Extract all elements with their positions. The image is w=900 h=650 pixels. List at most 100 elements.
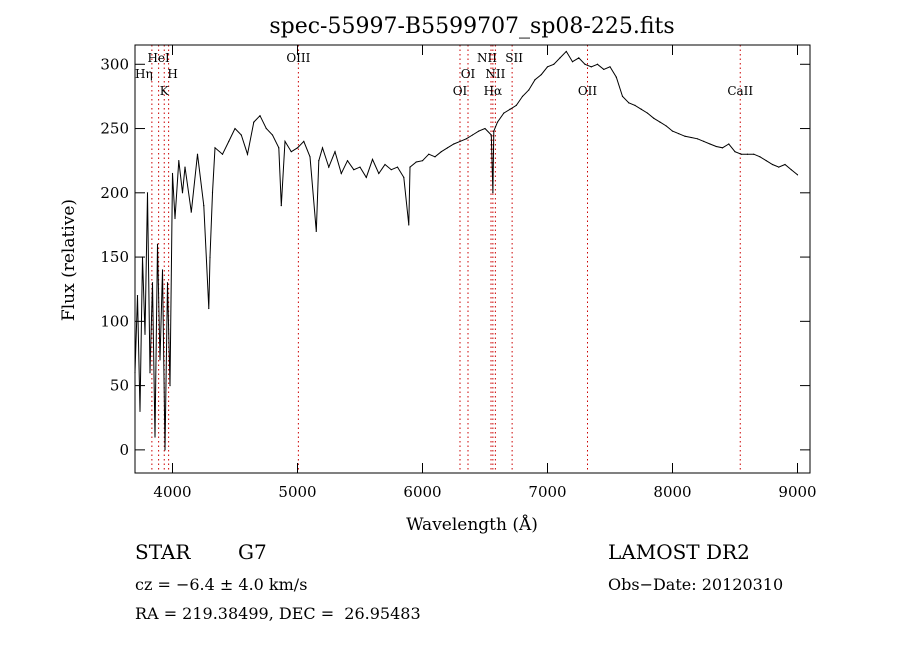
x-tick-label: 9000 [778, 483, 816, 501]
spectrum-point [184, 166, 186, 168]
spectrum-point [234, 127, 236, 130]
spectrum-point [690, 136, 692, 139]
spectrum-point [156, 243, 159, 245]
spectrum-series [134, 50, 799, 451]
spectrum-point [296, 147, 299, 149]
spectrum-point [146, 192, 149, 194]
spectrum-point [440, 151, 442, 153]
spectrum-point [490, 134, 492, 136]
marker-label: OII [578, 84, 598, 98]
spectrum-point [211, 192, 214, 194]
object-class: STAR [135, 540, 191, 564]
spectrum-point [136, 295, 139, 297]
spectrum-point [209, 256, 211, 258]
spectrum-point [728, 143, 730, 145]
y-tick-label: 100 [100, 312, 129, 330]
y-tick-label: 150 [100, 248, 129, 266]
spectrum-point [371, 158, 374, 160]
spectrum-point [421, 160, 424, 162]
x-tick-label: 4000 [153, 483, 191, 501]
spectrum-point [164, 449, 166, 451]
marker-label: H [167, 67, 177, 81]
spectrum-point [151, 282, 154, 284]
spectrum-point [665, 125, 667, 127]
redshift-velocity: cz = −6.4 ± 4.0 km/s [135, 575, 308, 594]
spectrum-point [265, 127, 267, 130]
spectrum-point [169, 385, 171, 387]
spectrum-point [540, 73, 542, 76]
spectrum-point [346, 160, 349, 162]
spectrum-point [740, 153, 742, 155]
marker-label: K [160, 84, 170, 98]
spectrum-point [284, 140, 286, 142]
spectrum-point [715, 145, 717, 148]
spectrum-point [253, 121, 255, 123]
spectrum-point [553, 63, 555, 65]
spectrum-point [203, 205, 205, 207]
spectrum-point [318, 160, 320, 162]
y-tick-label: 0 [119, 441, 129, 459]
spectrum-point [403, 176, 405, 178]
spectrum-point [584, 63, 586, 65]
spectrum-point [166, 282, 169, 284]
spectrum-point [408, 224, 410, 226]
spectrum-point [578, 57, 580, 59]
spectrum-point [496, 121, 499, 123]
marker-label: NII [477, 51, 497, 65]
spectrum-point [181, 192, 184, 194]
spectrum-point [178, 160, 180, 162]
spectrum-point [415, 161, 417, 163]
spectrum-point [159, 359, 161, 361]
spectrum-point [161, 269, 164, 271]
spectrum-point [321, 147, 324, 149]
spectrum-point [353, 169, 355, 171]
spectrum-point [378, 172, 380, 175]
spectrum-point [684, 135, 686, 137]
spectrum-point [509, 108, 511, 110]
spectrum-point [459, 140, 461, 142]
spectrum-point [465, 138, 467, 140]
y-tick-label: 300 [100, 55, 129, 73]
spectrum-point [493, 130, 495, 132]
x-tick-label: 7000 [528, 483, 566, 501]
spectrum-point [503, 112, 505, 114]
spectrum-point [478, 130, 480, 132]
spectrum-point [703, 140, 705, 142]
plot-frame [134, 44, 811, 474]
spectrum-point [521, 95, 524, 98]
spectrum-point [534, 79, 536, 81]
spectrum-point [144, 333, 146, 335]
y-tick-label: 200 [100, 184, 129, 202]
spectrum-point [208, 307, 210, 310]
spectrum-point [590, 66, 592, 68]
y-axis: 0 50 100 150 200 250 300 [100, 55, 810, 459]
spectrum-point [628, 102, 630, 104]
spectrum-point [315, 230, 317, 232]
spectrum-point [214, 147, 216, 149]
spectrum-point [246, 153, 249, 155]
marker-label: NII [485, 67, 505, 81]
spectrum-point [621, 95, 624, 98]
marker-label: OI [453, 84, 468, 98]
spectrum-point [721, 147, 724, 149]
spectrum-point [303, 140, 305, 142]
y-tick-label: 50 [110, 377, 129, 395]
spectrum-point [390, 169, 392, 171]
spectrum-point [546, 66, 549, 68]
spectrum-point [484, 127, 486, 130]
spectrum-point [278, 147, 280, 149]
observation-date: Obs−Date: 20120310 [608, 575, 784, 594]
spectrum-point [746, 153, 749, 155]
spectrum-point [790, 169, 792, 171]
x-tick-label: 8000 [653, 483, 691, 501]
spectrum-point [453, 143, 455, 145]
spectrum-point [290, 151, 292, 153]
spectrum-point [309, 156, 311, 158]
spectrum-point [734, 151, 736, 153]
spectrum-point [221, 153, 224, 155]
spectrum-point [259, 115, 261, 117]
spectrum-point [492, 192, 494, 194]
spectrum-point [634, 104, 636, 107]
